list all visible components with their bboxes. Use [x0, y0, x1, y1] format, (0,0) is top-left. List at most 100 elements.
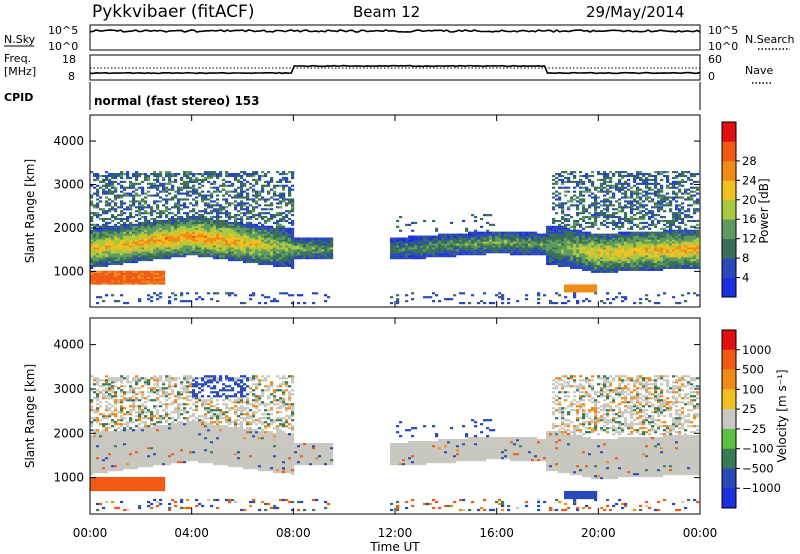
power-cell-1116 [171, 241, 175, 244]
power-cell-1610 [216, 292, 220, 295]
power-cell-9 [90, 262, 94, 266]
power-cell-1452 [201, 233, 205, 236]
power-cell-4723 [657, 188, 661, 191]
power-cell-3534 [564, 239, 568, 242]
power-cell-848 [150, 245, 154, 248]
power-cell-1060 [165, 206, 169, 209]
power-cell-4693 [657, 262, 661, 266]
power-cell-3596 [570, 264, 574, 268]
power-cell-1575 [210, 171, 214, 174]
power-cell-3950 [597, 253, 601, 256]
power-cell-1363 [192, 210, 196, 213]
power-cell-3933 [594, 204, 598, 207]
power-cell-104 [96, 229, 100, 232]
power-cell-4339 [627, 200, 631, 203]
power-cell-3781 [582, 190, 586, 193]
power-cell-1695 [222, 223, 226, 226]
power-cell-4764 [660, 171, 664, 174]
power-cell-3868 [591, 262, 595, 266]
power-cell-2533 [300, 251, 304, 254]
power-cell-4111 [609, 221, 613, 225]
power-cell-3553 [567, 300, 571, 303]
power-cell-2106 [258, 235, 262, 238]
power-cell-1756 [228, 237, 232, 240]
power-cell-1776 [228, 172, 232, 176]
power-cell-120 [96, 178, 100, 182]
power-cell-960 [159, 280, 163, 283]
power-cell-766 [144, 243, 148, 246]
power-cell-146 [99, 237, 103, 240]
power-cell-489 [123, 231, 127, 234]
power-cell-3850 [588, 215, 592, 219]
power-cell-2850 [432, 241, 436, 244]
power-cell-4204 [618, 253, 622, 256]
power-cell-2788 [417, 239, 421, 242]
power-cell-3081 [483, 231, 487, 234]
power-cell-561 [129, 243, 133, 246]
power-cell-812 [147, 237, 151, 240]
power-cell-2692 [396, 245, 400, 248]
power-cell-2958 [459, 302, 463, 305]
power-cell-4173 [615, 251, 619, 254]
power-cell-1451 [201, 235, 205, 238]
power-cell-3159 [501, 239, 505, 242]
power-cell-2306 [276, 231, 280, 234]
power-cell-4916 [675, 245, 679, 248]
power-cell-874 [153, 280, 157, 283]
power-cell-326 [111, 200, 115, 203]
power-cell-815 [147, 231, 151, 234]
power-cell-4947 [678, 262, 682, 266]
power-cell-3473 [558, 192, 562, 195]
power-cell-3272 [528, 235, 532, 238]
power-cell-807 [147, 247, 151, 250]
power-cell-1823 [234, 227, 238, 230]
power-cell-129 [99, 274, 103, 277]
power-cell-1314 [189, 249, 193, 252]
power-cell-1455 [201, 227, 205, 230]
power-cell-4798 [666, 266, 670, 269]
power-cell-333 [111, 176, 115, 180]
power-cell-2293 [276, 257, 280, 260]
power-cell-1258 [183, 221, 187, 225]
power-cell-1589 [213, 233, 217, 236]
power-cell-365 [114, 217, 118, 221]
power-cell-664 [135, 176, 139, 180]
power-cell-852 [150, 237, 154, 240]
power-cell-1942 [243, 204, 247, 207]
power-cell-4488 [639, 210, 643, 213]
power-cell-4648 [651, 174, 655, 178]
power-cell-3775 [582, 208, 586, 211]
power-cell-4041 [603, 186, 607, 189]
power-cell-2222 [267, 182, 271, 185]
power-cell-2528 [297, 237, 301, 240]
power-cell-3835 [588, 253, 592, 256]
power-cell-2432 [288, 262, 292, 266]
power-cell-3974 [600, 270, 604, 273]
power-cell-4208 [618, 245, 622, 248]
power-cell-108 [96, 215, 100, 219]
power-cell-4115 [609, 202, 613, 205]
power-cell-1063 [165, 198, 169, 201]
power-cell-1225 [180, 225, 184, 228]
power-cell-1605 [213, 180, 217, 183]
power-cell-2388 [282, 194, 286, 197]
power-cell-3931 [594, 208, 598, 211]
power-cell-2978 [462, 243, 466, 246]
power-cell-885 [153, 247, 157, 250]
power-cell-4657 [654, 255, 658, 258]
power-cell-2329 [279, 253, 283, 256]
power-cell-1399 [195, 204, 199, 207]
power-cell-4933 [675, 204, 679, 207]
power-cell-2807 [423, 251, 427, 254]
power-cell-1935 [243, 229, 247, 232]
power-cell-2395 [282, 172, 286, 176]
power-cell-3832 [588, 259, 592, 262]
power-cell-3094 [486, 229, 490, 232]
power-cell-2518 [297, 257, 301, 260]
power-cell-699 [138, 212, 142, 215]
power-cell-3623 [570, 171, 574, 174]
power-cell-589 [132, 278, 136, 281]
power-cell-4914 [675, 249, 679, 252]
power-cell-1435 [198, 192, 202, 195]
power-cell-754 [144, 276, 148, 279]
